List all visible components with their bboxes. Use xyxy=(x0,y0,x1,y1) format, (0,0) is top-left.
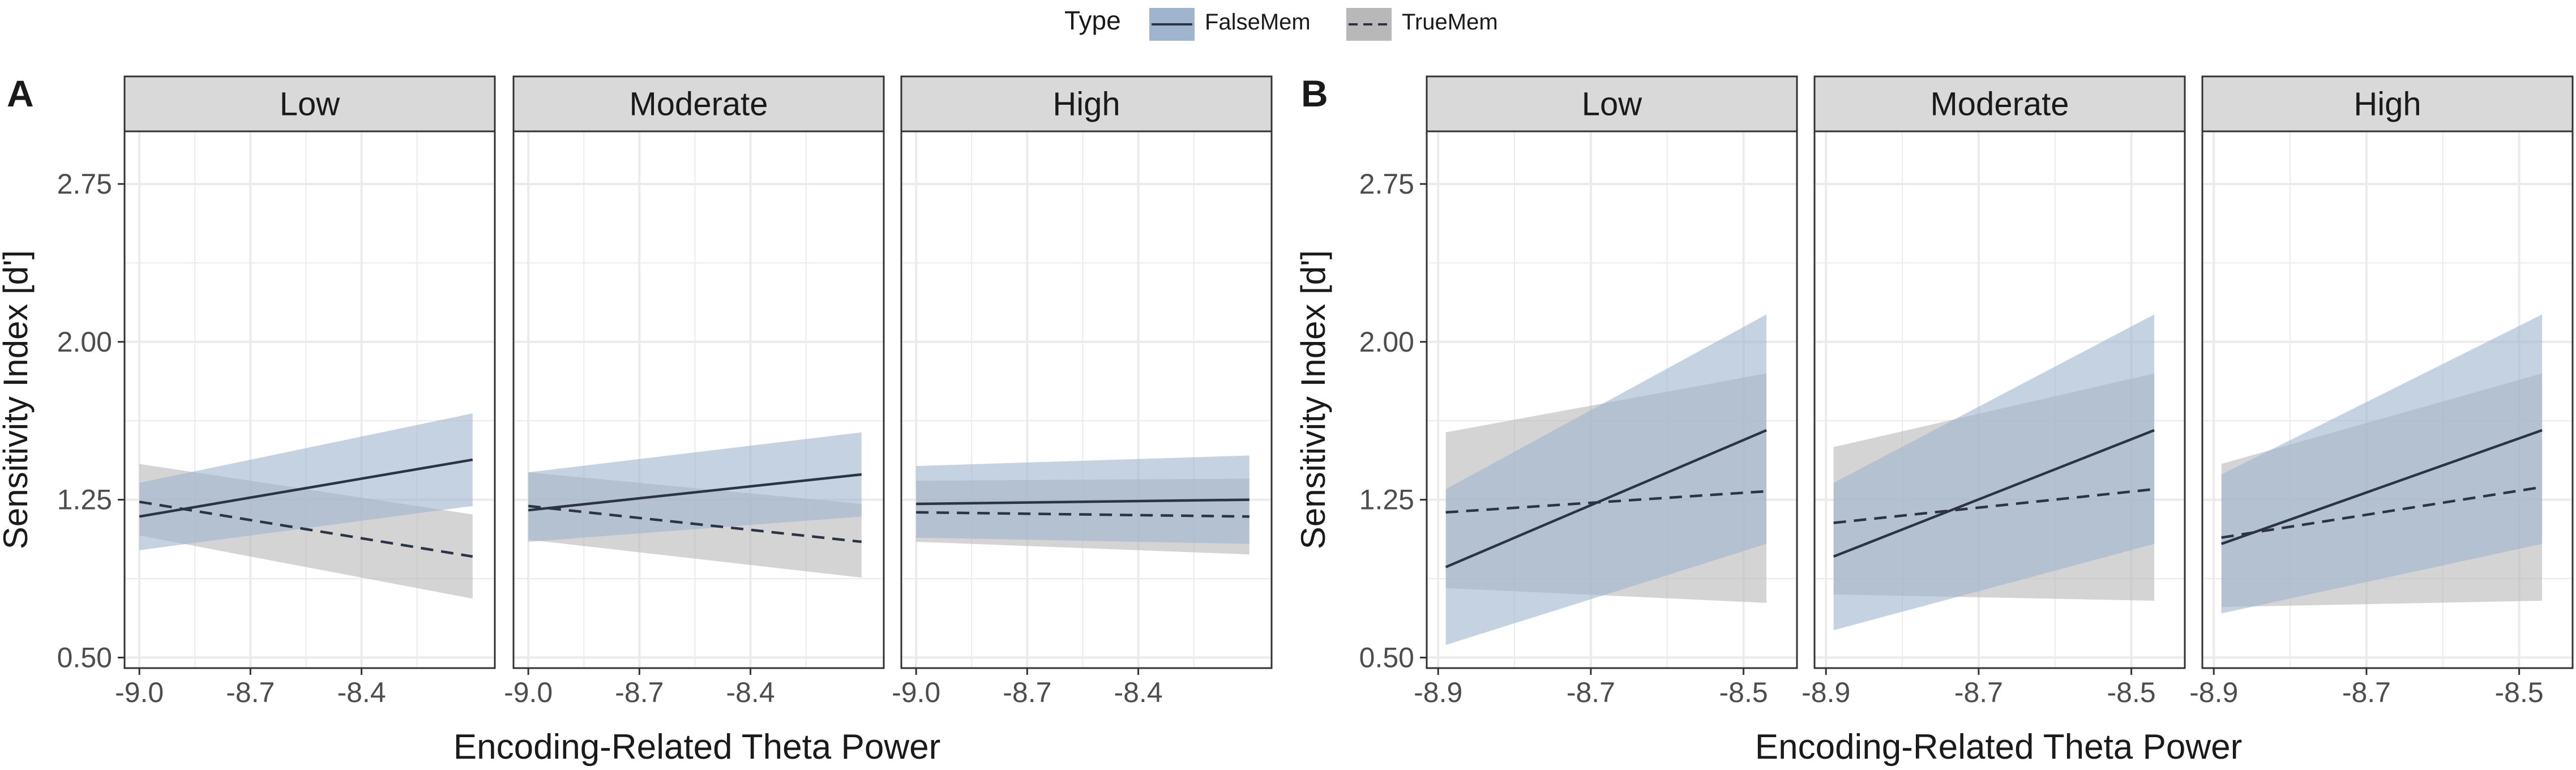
ribbon-falsemem xyxy=(1445,314,1767,645)
x-tick-label: -8.7 xyxy=(1003,677,1051,708)
y-axis-label: Sensitivity Index [d'] xyxy=(1294,250,1332,549)
y-tick-label: 0.50 xyxy=(1359,641,1414,673)
x-axis-label: Encoding-Related Theta Power xyxy=(453,728,941,767)
x-tick-label: -8.7 xyxy=(1567,677,1615,708)
x-tick-label: -8.9 xyxy=(1414,677,1462,708)
y-tick-label: 0.50 xyxy=(57,641,112,673)
line-truemem xyxy=(1445,490,1767,514)
x-tick-label: -8.5 xyxy=(1719,677,1768,708)
line-truemem xyxy=(916,511,1250,518)
y-tick-label: 2.75 xyxy=(1359,168,1414,200)
y-axis-label: Sensitivity Index [d'] xyxy=(0,250,35,549)
y-tick-label: 2.75 xyxy=(57,168,112,200)
line-truemem xyxy=(528,504,862,544)
y-tick-label: 1.25 xyxy=(1359,484,1414,516)
legend-label-truemem: TrueMem xyxy=(1402,10,1498,35)
facet-title: Moderate xyxy=(1930,86,2069,123)
x-tick-label: -8.5 xyxy=(2107,677,2156,708)
x-tick-label: -8.7 xyxy=(1954,677,2003,708)
x-tick-label: -9.0 xyxy=(115,677,164,708)
y-tick-label: 2.00 xyxy=(57,326,112,358)
legend-label-falsemem: FalseMem xyxy=(1205,10,1311,35)
line-truemem xyxy=(1833,487,2155,524)
x-tick-label: -8.5 xyxy=(2495,677,2544,708)
legend-title: Type xyxy=(1064,6,1121,35)
line-falsemem xyxy=(1833,429,2155,558)
panel-border xyxy=(900,130,1273,669)
facet-title: High xyxy=(1052,86,1120,123)
panel-border xyxy=(512,130,885,669)
line-truemem xyxy=(139,500,473,558)
x-tick-label: -8.4 xyxy=(1114,677,1162,708)
line-falsemem xyxy=(1445,429,1767,568)
panel-label: B xyxy=(1301,72,1328,114)
chart-panel-a: A Sensitivity Index [d'] Encoding-Related … xyxy=(0,72,1273,767)
facet-title: High xyxy=(2354,86,2421,123)
facet-low: Low -8.9 -8.7 -8.5 xyxy=(1414,75,1798,708)
legend: Type FalseMem TrueMem xyxy=(1064,6,1498,41)
facet-moderate: Moderate -8.9 -8.7 -8.5 xyxy=(1802,75,2186,708)
facet-title: Low xyxy=(280,86,341,123)
plot-background xyxy=(901,131,1272,668)
chart-panel-b: B Sensitivity Index [d'] Encoding-Related … xyxy=(1294,72,2574,767)
x-tick-label: -8.9 xyxy=(1802,677,1850,708)
line-falsemem xyxy=(916,498,1250,506)
facet-moderate: Moderate -9.0 -8.7 -8.4 xyxy=(504,75,885,708)
facet-strip xyxy=(900,75,1273,132)
facet-high: High -9.0 -8.7 -8.4 xyxy=(892,75,1273,708)
line-truemem xyxy=(2221,486,2543,539)
panel-border xyxy=(2201,130,2574,669)
x-tick-label: -8.7 xyxy=(615,677,664,708)
x-tick-label: -9.0 xyxy=(504,677,553,708)
x-tick-label: -8.4 xyxy=(337,677,386,708)
line-falsemem xyxy=(528,473,862,512)
x-tick-label: -8.7 xyxy=(226,677,275,708)
panel-border xyxy=(123,130,496,669)
ribbon-falsemem xyxy=(1833,314,2155,631)
panel-label: A xyxy=(7,72,34,114)
facet-strip xyxy=(123,75,496,132)
ribbon-falsemem xyxy=(916,455,1250,544)
facet-title: Moderate xyxy=(629,86,768,123)
y-tick-label: 2.00 xyxy=(1359,326,1414,358)
line-falsemem xyxy=(139,458,473,518)
panel-border xyxy=(1813,130,2186,669)
facet-title: Low xyxy=(1582,86,1643,123)
line-falsemem xyxy=(2220,429,2543,545)
panel-border xyxy=(1426,130,1798,669)
x-tick-label: -8.9 xyxy=(2189,677,2238,708)
x-tick-label: -8.4 xyxy=(726,677,774,708)
x-axis-label: Encoding-Related Theta Power xyxy=(1755,728,2243,767)
x-tick-label: -8.7 xyxy=(2342,677,2391,708)
plot-background xyxy=(514,131,884,668)
y-tick-label: 1.25 xyxy=(57,484,112,516)
x-tick-label: -9.0 xyxy=(892,677,940,708)
facet-low: Low -9.0 -8.7 -8.4 xyxy=(115,75,496,708)
facet-strip xyxy=(1426,75,1798,132)
ribbon-falsemem xyxy=(2221,314,2543,614)
facet-strip xyxy=(512,75,885,132)
facet-high: High -8.9 -8.7 -8.5 xyxy=(2189,75,2574,708)
